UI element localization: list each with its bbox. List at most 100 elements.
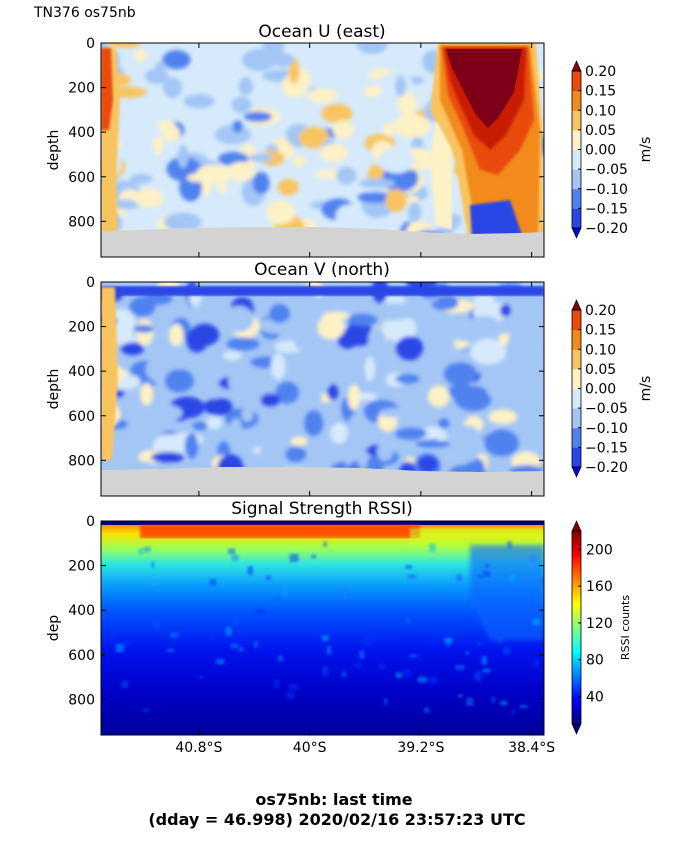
y-ticks-u: 0 200 400 600 800: [68, 36, 544, 257]
colorbar-extend-max: [571, 299, 582, 311]
contour-patch: [152, 135, 164, 155]
contour-patch: [162, 77, 183, 99]
contour-patch: [385, 188, 407, 213]
contour-patch: [407, 202, 422, 223]
colorbar-extend-max: [571, 60, 582, 72]
contour-patch: [314, 179, 336, 202]
contour-patch: [395, 374, 420, 384]
rssi-speckle: [138, 547, 143, 555]
contour-patch: [186, 327, 208, 353]
rssi-speckle: [286, 691, 295, 699]
rssi-speckle: [465, 651, 470, 655]
rssi-speckle: [121, 681, 129, 689]
rssi-speckle: [288, 684, 298, 691]
xtick-label: 39.2°S: [397, 740, 444, 756]
colorbar-tick-label: −0.20: [585, 460, 628, 476]
rssi-speckle: [490, 696, 496, 703]
colorbar-band: [572, 329, 581, 350]
colorbar-tick-label: −0.05: [585, 401, 628, 417]
rssi-speckle: [423, 707, 430, 713]
rssi-speckle: [227, 548, 236, 555]
rssi-speckle: [507, 541, 512, 550]
contour-patch: [356, 43, 388, 54]
colorbar-tick-label: −0.15: [585, 201, 628, 217]
rssi-speckle: [503, 647, 511, 655]
contour-patch: [470, 338, 507, 365]
contour-patch: [484, 429, 520, 457]
colorbar-tick-label: −0.15: [585, 440, 628, 456]
contour-patch: [394, 75, 407, 97]
ytick-label: 400: [68, 603, 95, 619]
rssi-speckle: [483, 571, 491, 577]
contour-patch: [457, 447, 479, 463]
contour-patch: [150, 451, 186, 463]
rssi-speckle: [534, 659, 539, 668]
colorbar-tick-label: −0.10: [585, 421, 628, 437]
contour-patch: [152, 433, 189, 457]
colorbar-band: [572, 90, 581, 111]
colorbar-tick-label: −0.05: [585, 162, 628, 178]
contour-patch: [358, 178, 396, 189]
contour-patch: [329, 422, 348, 444]
xtick-label: 40.8°S: [175, 740, 222, 756]
rssi-speckle: [343, 589, 348, 598]
contour-patch: [232, 120, 243, 133]
y-ticks-rssi: 0 200 400 600 800: [68, 514, 544, 708]
contour-patch: [270, 353, 286, 380]
colorbar-band: [572, 71, 581, 92]
contour-patch: [266, 200, 296, 225]
rssi-speckle: [474, 671, 482, 681]
rssi-speckle: [166, 648, 175, 653]
panel-title-v: Ocean V (north): [254, 260, 390, 280]
colorbar-tick-label: 0.10: [585, 342, 616, 358]
colorbar-tick-label: 120: [586, 616, 613, 632]
contour-patch: [227, 161, 256, 182]
ytick-label: 600: [68, 409, 95, 425]
rssi-speckle: [384, 698, 388, 705]
ytick-label: 0: [86, 514, 95, 530]
rssi-speckle: [277, 655, 284, 662]
y-ticks-v: 0 200 400 600 800: [68, 275, 544, 496]
rssi-speckle: [542, 577, 544, 586]
contour-patch: [157, 120, 176, 131]
ytick-label: 0: [86, 275, 95, 291]
ytick-label: 400: [68, 364, 95, 380]
panel-ocean-v: Ocean V (north) 0 200 400 600 800 depth 0.20…: [46, 260, 654, 497]
ytick-label: 800: [68, 692, 95, 708]
colorbar-band: [572, 129, 581, 150]
contour-patch: [347, 313, 378, 326]
colorbar-extend-min: [571, 466, 582, 478]
colorbar-tick-label: 160: [586, 579, 613, 595]
colorbar-band: [572, 169, 581, 190]
rssi-speckle: [321, 635, 329, 641]
rssi-speckle: [477, 574, 485, 579]
contour-patch: [499, 317, 524, 329]
contour-patch: [332, 119, 354, 140]
colorbar-tick-label: 0.10: [585, 103, 616, 119]
contour-patch: [336, 166, 357, 185]
contour-patch: [382, 122, 395, 137]
panel-title-u: Ocean U (east): [258, 22, 385, 42]
rssi-speckle: [253, 640, 259, 648]
colorbar-rssi: 200 160 120 80 40 RSSI counts: [571, 520, 632, 735]
contour-patch: [424, 331, 455, 359]
ytick-label: 600: [68, 170, 95, 186]
colorbar-tick-label: 200: [586, 542, 613, 558]
contour-patch: [335, 204, 365, 228]
ytick-label: 800: [68, 214, 95, 230]
contour-patch: [205, 415, 223, 430]
contour-patch: [513, 346, 538, 374]
colorbar-label: m/s: [638, 376, 654, 402]
colorbar-label: RSSI counts: [619, 595, 632, 660]
rssi-speckle: [225, 627, 232, 636]
contour-patch: [309, 447, 345, 465]
contour-patch: [134, 188, 164, 208]
contour-patch: [164, 369, 194, 393]
colorbar-frame: [571, 530, 582, 725]
colorbar-tick-label: 0.15: [585, 84, 616, 100]
rssi-speckle: [382, 633, 389, 640]
contour-patch: [394, 427, 427, 440]
contour-patch: [260, 393, 280, 408]
rssi-speckle: [151, 579, 157, 586]
rssi-speckle: [378, 663, 386, 670]
